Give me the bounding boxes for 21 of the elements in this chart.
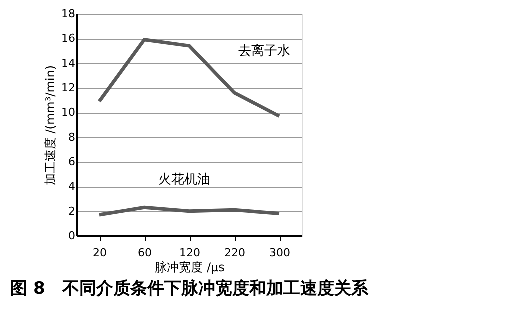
text: 去离子水 xyxy=(238,42,290,59)
x-tick-label: 120 xyxy=(180,246,200,260)
line-series xyxy=(98,206,282,217)
y-tick-label: 14 xyxy=(62,56,76,70)
x-tick-label: 220 xyxy=(224,246,246,260)
y-tick-label: 8 xyxy=(68,130,76,144)
x-tick-label: 300 xyxy=(270,246,290,260)
x-tick-label: 60 xyxy=(138,246,152,260)
series-label: 火花机油 xyxy=(158,172,210,188)
text: 图 8 不同介质条件下脉冲宽度和加工速度关系 xyxy=(10,279,370,299)
y-axis-title: 加工速度 /(mm³/min) xyxy=(44,65,58,186)
y-tick-label: 18 xyxy=(62,8,76,20)
y-tick-label: 4 xyxy=(68,180,76,194)
y-tick-label: 6 xyxy=(68,156,76,168)
y-tick-label: 12 xyxy=(62,82,76,94)
y-tick-label: 0 xyxy=(68,230,76,242)
x-axis-title: 脉冲宽度 /μs xyxy=(155,260,225,274)
y-tick-label: 16 xyxy=(62,32,76,46)
x-tick-label: 20 xyxy=(93,246,107,260)
y-tick-label: 10 xyxy=(62,106,76,120)
y-tick-label: 2 xyxy=(68,204,76,218)
